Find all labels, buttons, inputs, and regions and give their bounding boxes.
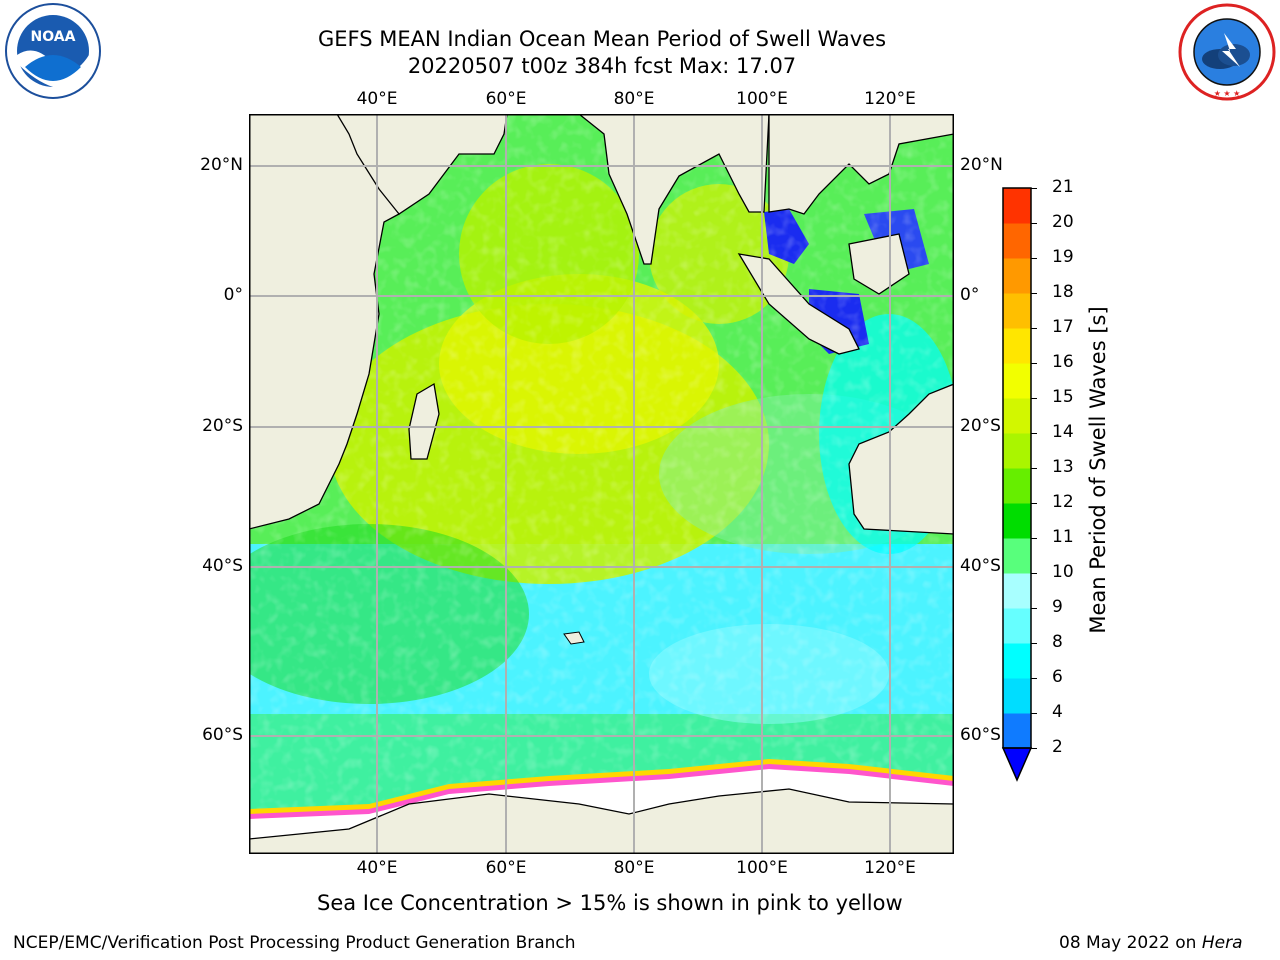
colorbar-tick-mark: [1031, 222, 1037, 224]
noaa-logo: NOAA: [5, 3, 101, 99]
colorbar-tick-mark: [1031, 292, 1037, 294]
colorbar-tick-label: 13: [1052, 457, 1074, 477]
lat-label-left: 60°S: [202, 725, 243, 745]
lon-label-bottom: 60°E: [485, 858, 527, 878]
colorbar-tick-mark: [1031, 747, 1037, 749]
colorbar-segment: [1003, 538, 1031, 574]
lon-label-top: 60°E: [485, 89, 527, 109]
colorbar-segment: [1003, 643, 1031, 679]
colorbar-tick-mark: [1031, 642, 1037, 644]
antarctica-land: [249, 788, 954, 854]
colorbar-segment: [1003, 188, 1031, 224]
colorbar-tick-label: 20: [1052, 212, 1074, 232]
colorbar-tick-mark: [1031, 187, 1037, 189]
lat-label-left: 20°N: [200, 155, 243, 175]
colorbar-tick-label: 18: [1052, 282, 1074, 302]
africa-land: [249, 114, 400, 530]
sumatra-land: [737, 253, 860, 355]
footer-machine: Hera: [1201, 933, 1243, 953]
lon-label-top: 100°E: [736, 89, 788, 109]
footer-credit: NCEP/EMC/Verification Post Processing Pr…: [13, 933, 576, 953]
colorbar-tick-mark: [1031, 677, 1037, 679]
colorbar-tick-label: 21: [1052, 177, 1074, 197]
lon-label-bottom: 120°E: [864, 858, 916, 878]
colorbar-tick-label: 19: [1052, 247, 1074, 267]
colorbar-segment: [1003, 678, 1031, 714]
map-subtitle: 20220507 t00z 384h fcst Max: 17.07: [407, 54, 797, 78]
colorbar-tick-label: 8: [1052, 632, 1063, 652]
lon-label-top: 40°E: [356, 89, 398, 109]
lat-label-left: 20°S: [202, 416, 243, 436]
colorbar-segment: [1003, 713, 1031, 749]
svg-text:★ ★ ★: ★ ★ ★: [1214, 89, 1241, 98]
colorbar-tick-label: 9: [1052, 597, 1063, 617]
colorbar-segment: [1003, 258, 1031, 294]
footer-date: 08 May 2022 on Hera: [1059, 933, 1243, 953]
colorbar-segment: [1003, 293, 1031, 329]
lat-label-right: 60°S: [960, 725, 1001, 745]
colorbar-tick-mark: [1031, 397, 1037, 399]
lat-label-left: 40°S: [202, 556, 243, 576]
colorbar-tick-label: 10: [1052, 562, 1074, 582]
lat-label-right: 20°S: [960, 416, 1001, 436]
colorbar-title: Mean Period of Swell Waves [s]: [1086, 306, 1110, 634]
colorbar-tick-label: 15: [1052, 387, 1074, 407]
colorbar-segment: [1003, 398, 1031, 434]
colorbar-segment: [1003, 328, 1031, 364]
colorbar-segment: [1003, 573, 1031, 609]
colorbar-extend-arrow: [1001, 747, 1033, 782]
colorbar-tick-mark: [1031, 537, 1037, 539]
footer-date-text: 08 May 2022 on: [1059, 933, 1197, 953]
colorbar: [1001, 187, 1033, 782]
colorbar-tick-mark: [1031, 607, 1037, 609]
lat-label-right: 0°: [960, 285, 980, 305]
madagascar-land: [408, 382, 440, 460]
colorbar-tick-mark: [1031, 467, 1037, 469]
colorbar-tick-mark: [1031, 362, 1037, 364]
noaa-logo-text: NOAA: [31, 29, 76, 45]
australia-land: [848, 383, 954, 535]
colorbar-tick-label: 2: [1052, 737, 1063, 757]
colorbar-tick-mark: [1031, 502, 1037, 504]
map-panel: [249, 114, 954, 854]
graticule: [249, 114, 954, 854]
colorbar-tick-mark: [1031, 327, 1037, 329]
colorbar-tick-mark: [1031, 257, 1037, 259]
colorbar-tick-label: 11: [1052, 527, 1074, 547]
lon-label-bottom: 100°E: [736, 858, 788, 878]
colorbar-tick-label: 12: [1052, 492, 1074, 512]
colorbar-tick-label: 16: [1052, 352, 1074, 372]
colorbar-segment: [1003, 608, 1031, 644]
lat-label-right: 20°N: [960, 155, 1003, 175]
lon-label-top: 120°E: [864, 89, 916, 109]
colorbar-tick-mark: [1031, 572, 1037, 574]
lon-label-bottom: 80°E: [613, 858, 655, 878]
colorbar-segment: [1003, 433, 1031, 469]
colorbar-tick-label: 17: [1052, 317, 1074, 337]
lat-label-right: 40°S: [960, 556, 1001, 576]
colorbar-segment: [1003, 468, 1031, 504]
lat-label-left: 0°: [223, 285, 243, 305]
sea-ice-caption: Sea Ice Concentration > 15% is shown in …: [317, 891, 903, 915]
lon-label-bottom: 40°E: [356, 858, 398, 878]
colorbar-tick-label: 6: [1052, 667, 1063, 687]
colorbar-segment: [1003, 503, 1031, 539]
lon-label-top: 80°E: [613, 89, 655, 109]
nws-logo: ★ ★ ★: [1178, 3, 1276, 101]
colorbar-segment: [1003, 223, 1031, 259]
colorbar-tick-mark: [1031, 432, 1037, 434]
colorbar-tick-mark: [1031, 712, 1037, 714]
colorbar-tick-label: 14: [1052, 422, 1074, 442]
map-title: GEFS MEAN Indian Ocean Mean Period of Sw…: [317, 27, 887, 51]
colorbar-segment: [1003, 363, 1031, 399]
colorbar-tick-label: 4: [1052, 702, 1063, 722]
